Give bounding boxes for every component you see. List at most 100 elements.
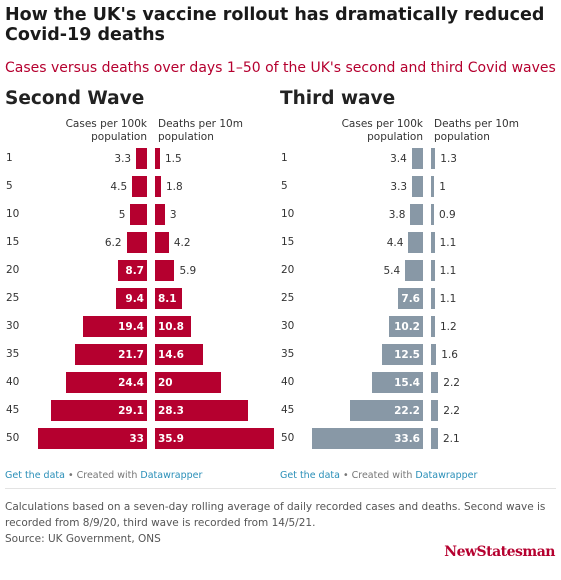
deaths-header-second: Deaths per 10m population (158, 118, 243, 143)
day-label: 50 (6, 432, 20, 444)
cases-value-label: 12.5 (394, 349, 420, 361)
day-label: 5 (281, 180, 288, 192)
day-label: 10 (6, 208, 20, 220)
deaths-value-label: 4.2 (173, 237, 191, 249)
deaths-bar-third (431, 316, 435, 337)
deaths-value-label: 5.9 (179, 265, 197, 277)
deaths-value-label: 2.2 (443, 377, 460, 389)
cases-bar-third (381, 344, 423, 365)
cases-bar-second (118, 260, 147, 281)
deaths-value-label: 1.6 (441, 349, 458, 361)
deaths-value-label: 3 (169, 209, 177, 221)
chart-title: How the UK's vaccine rollout has dramati… (5, 5, 545, 45)
day-label: 5 (6, 180, 13, 192)
chart-subtitle: Cases versus deaths over days 1–50 of th… (5, 60, 556, 76)
get-the-data-link[interactable]: Get the data (5, 470, 65, 481)
cases-value-label: 8.7 (125, 265, 144, 277)
cases-bar-third (405, 260, 423, 281)
panel-title-third-wave: Third wave (280, 88, 396, 109)
day-label: 20 (6, 264, 20, 276)
deaths-value-label: 28.3 (158, 405, 184, 417)
cases-value-label: 3.3 (114, 153, 132, 165)
day-label: 15 (281, 236, 295, 248)
deaths-bar-third (431, 260, 435, 281)
deaths-bar-second (155, 288, 182, 309)
deaths-value-label: 1.1 (439, 265, 457, 277)
deaths-value-label: 1 (439, 181, 446, 193)
datawrapper-link[interactable]: Datawrapper (415, 470, 478, 481)
deaths-value-label: 1.1 (439, 293, 457, 305)
deaths-bar-second (155, 232, 169, 253)
cases-bar-third (412, 176, 423, 197)
deaths-value-label: 2.2 (443, 405, 460, 417)
deaths-bar-second (155, 316, 191, 337)
cases-bar-second (75, 344, 147, 365)
deaths-bar-third (431, 232, 435, 253)
cases-bar-second (50, 400, 147, 421)
day-label: 35 (6, 348, 20, 360)
day-label: 25 (6, 292, 20, 304)
cases-bar-second (136, 148, 147, 169)
cases-value-label: 7.6 (401, 293, 420, 305)
cases-header-third: Cases per 100k population (341, 118, 423, 143)
cases-bar-second (82, 316, 147, 337)
deaths-bar-third (431, 288, 435, 309)
deaths-value-label: 1.2 (439, 321, 457, 333)
cases-value-label: 21.7 (118, 349, 144, 361)
cases-value-label: 15.4 (394, 377, 420, 389)
cases-bar-third (389, 316, 423, 337)
day-label: 30 (6, 320, 20, 332)
day-label: 15 (6, 236, 20, 248)
cases-value-label: 4.4 (386, 237, 404, 249)
cases-bar-second (115, 288, 147, 309)
deaths-bar-second (155, 372, 222, 393)
deaths-bar-third (431, 176, 435, 197)
deaths-bar-third (431, 148, 436, 169)
deaths-bar-second (155, 148, 160, 169)
day-label: 1 (6, 152, 13, 164)
cases-bar-third (411, 148, 423, 169)
deaths-value-label: 2.1 (442, 433, 460, 445)
cases-bar-second (132, 176, 147, 197)
methodology-note: Calculations based on a seven-day rollin… (5, 501, 546, 529)
day-label: 45 (281, 404, 295, 416)
deaths-bar-second (155, 176, 161, 197)
cases-header-second: Cases per 100k population (65, 118, 147, 143)
deaths-value-label: 1.1 (439, 237, 457, 249)
day-label: 35 (281, 348, 295, 360)
deaths-bar-second (155, 204, 165, 225)
day-label: 50 (281, 432, 295, 444)
deaths-value-label: 1.5 (164, 153, 182, 165)
deaths-header-third: Deaths per 10m population (434, 118, 519, 143)
deaths-value-label: 35.9 (158, 433, 184, 445)
cases-value-label: 33 (129, 433, 144, 445)
deaths-bar-second (155, 428, 274, 449)
source-note: Source: UK Government, ONS (5, 533, 161, 545)
cases-value-label: 19.4 (118, 321, 144, 333)
created-with-text: • Created with (339, 470, 416, 481)
deaths-value-label: 8.1 (158, 293, 177, 305)
panel-title-second-wave: Second Wave (5, 88, 145, 109)
day-label: 30 (281, 320, 295, 332)
datawrapper-link[interactable]: Datawrapper (140, 470, 203, 481)
cases-value-label: 10.2 (394, 321, 420, 333)
deaths-bar-second (155, 400, 249, 421)
deaths-bar-third (431, 372, 439, 393)
cases-value-label: 33.6 (394, 433, 420, 445)
deaths-value-label: 10.8 (158, 321, 184, 333)
newstatesman-logo: NewStatesman (444, 544, 555, 560)
cases-bar-third (410, 204, 423, 225)
footer-divider (5, 488, 556, 489)
cases-value-label: 9.4 (125, 293, 144, 305)
footer-notes: Calculations based on a seven-day rollin… (5, 499, 550, 547)
cases-value-label: 5 (118, 209, 126, 221)
cases-value-label: 3.4 (390, 153, 407, 165)
cases-bar-third (349, 400, 423, 421)
day-label: 40 (281, 376, 295, 388)
get-the-data-link[interactable]: Get the data (280, 470, 340, 481)
cases-bar-third (408, 232, 423, 253)
cases-value-label: 3.8 (388, 209, 406, 221)
footer-links-second: Get the data • Created with Datawrapper (5, 470, 202, 481)
cases-bar-third (372, 372, 423, 393)
cases-value-label: 24.4 (118, 377, 144, 389)
